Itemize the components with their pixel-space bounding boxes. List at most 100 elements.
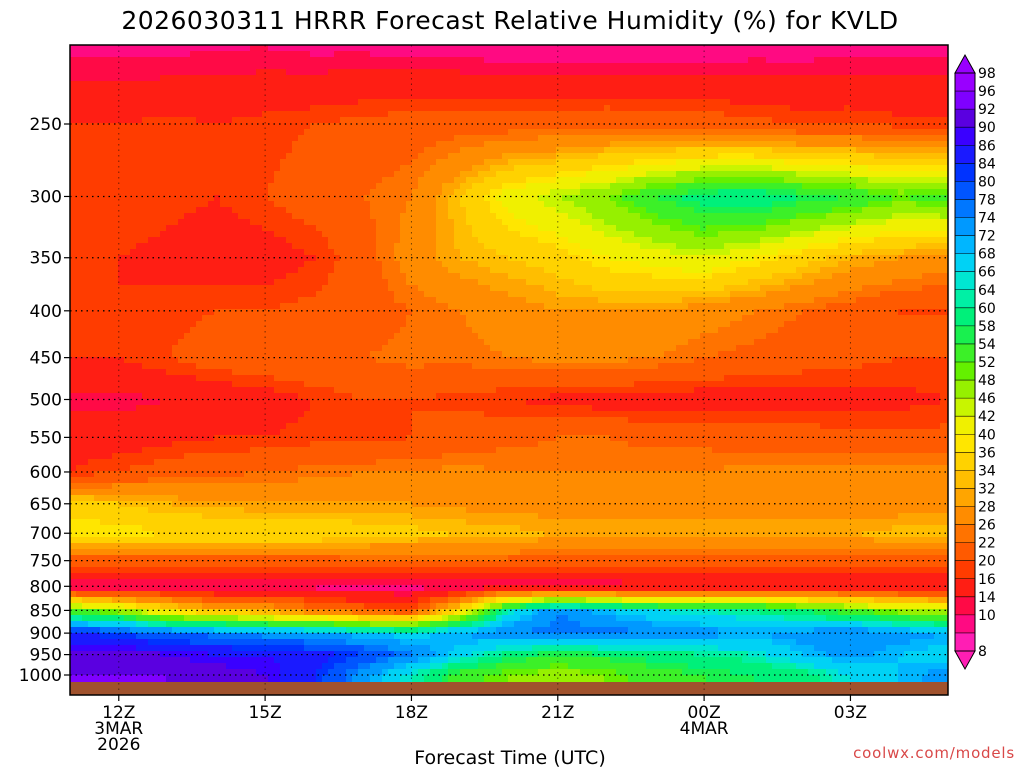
heatmap-cell — [82, 219, 89, 226]
heatmap-cell — [586, 69, 593, 76]
heatmap-cell — [322, 165, 329, 172]
heatmap-cell — [580, 159, 587, 166]
heatmap-cell — [886, 177, 893, 184]
heatmap-cell — [334, 201, 341, 208]
heatmap-cell — [874, 87, 881, 94]
heatmap-cell — [172, 207, 179, 214]
heatmap-cell — [208, 63, 215, 70]
heatmap-cell — [760, 129, 767, 136]
heatmap-cell — [610, 153, 617, 160]
heatmap-cell — [166, 57, 173, 64]
heatmap-cell — [610, 189, 617, 196]
heatmap-cell — [424, 45, 431, 52]
heatmap-cell — [850, 141, 857, 148]
heatmap-cell — [508, 93, 515, 100]
heatmap-cell — [574, 51, 581, 58]
heatmap-cell — [766, 189, 773, 196]
heatmap-cell — [424, 213, 431, 220]
heatmap-cell — [256, 105, 263, 112]
heatmap-cell — [286, 213, 293, 220]
heatmap-cell — [142, 69, 149, 76]
heatmap-cell — [418, 129, 425, 136]
heatmap-cell — [916, 87, 923, 94]
heatmap-cell — [148, 63, 155, 70]
heatmap-cell — [946, 153, 948, 160]
heatmap-cell — [562, 111, 569, 118]
heatmap-cell — [346, 81, 353, 88]
heatmap-cell — [496, 207, 503, 214]
heatmap-cell — [346, 165, 353, 172]
heatmap-cell — [886, 201, 893, 208]
heatmap-cell — [148, 159, 155, 166]
heatmap-cell — [544, 129, 551, 136]
heatmap-cell — [742, 147, 749, 154]
heatmap-cell — [640, 177, 647, 184]
heatmap-cell — [928, 129, 935, 136]
heatmap-cell — [772, 87, 779, 94]
heatmap-cell — [550, 129, 557, 136]
heatmap-cell — [352, 183, 359, 190]
heatmap-cell — [712, 105, 719, 112]
heatmap-cell — [280, 189, 287, 196]
heatmap-cell — [676, 237, 683, 244]
heatmap-cell — [730, 99, 737, 106]
heatmap-cell — [208, 153, 215, 160]
heatmap-cell — [574, 213, 581, 220]
heatmap-cell — [706, 63, 713, 70]
heatmap-cell — [364, 189, 371, 196]
heatmap-cell — [148, 201, 155, 208]
heatmap-cell — [622, 177, 629, 184]
heatmap-cell — [706, 111, 713, 118]
heatmap-cell — [676, 195, 683, 202]
heatmap-cell — [232, 111, 239, 118]
heatmap-cell — [298, 111, 305, 118]
heatmap-cell — [430, 141, 437, 148]
heatmap-cell — [340, 87, 347, 94]
heatmap-cell — [604, 165, 611, 172]
heatmap-cell — [580, 165, 587, 172]
heatmap-cell — [898, 135, 905, 142]
heatmap-cell — [760, 123, 767, 130]
heatmap-cell — [382, 141, 389, 148]
heatmap-cell — [856, 81, 863, 88]
heatmap-cell — [358, 99, 365, 106]
heatmap-cell — [250, 243, 257, 250]
heatmap-cell — [586, 243, 593, 250]
heatmap-cell — [394, 45, 401, 52]
heatmap-cell — [112, 183, 119, 190]
heatmap-cell — [388, 63, 395, 70]
heatmap-cell — [466, 171, 473, 178]
heatmap-cell — [934, 231, 941, 238]
heatmap-cell — [592, 63, 599, 70]
heatmap-cell — [400, 213, 407, 220]
heatmap-cell — [874, 153, 881, 160]
heatmap-cell — [724, 117, 731, 124]
heatmap-cell — [634, 45, 641, 52]
heatmap-cell — [700, 123, 707, 130]
heatmap-cell — [622, 225, 629, 232]
heatmap-cell — [664, 111, 671, 118]
heatmap-cell — [310, 189, 317, 196]
heatmap-cell — [658, 189, 665, 196]
heatmap-cell — [388, 159, 395, 166]
heatmap-cell — [706, 177, 713, 184]
heatmap-cell — [562, 219, 569, 226]
heatmap-cell — [502, 213, 509, 220]
heatmap-cell — [940, 57, 947, 64]
heatmap-cell — [604, 159, 611, 166]
heatmap-cell — [478, 111, 485, 118]
heatmap-cell — [430, 189, 437, 196]
heatmap-cell — [388, 45, 395, 52]
heatmap-cell — [790, 105, 797, 112]
heatmap-cell — [472, 69, 479, 76]
heatmap-cell — [178, 81, 185, 88]
heatmap-cell — [724, 45, 731, 52]
heatmap-cell — [502, 207, 509, 214]
heatmap-cell — [904, 159, 911, 166]
heatmap-cell — [382, 75, 389, 82]
heatmap-cell — [280, 117, 287, 124]
heatmap-cell — [436, 147, 443, 154]
heatmap-cell — [154, 171, 161, 178]
heatmap-cell — [694, 165, 701, 172]
heatmap-cell — [520, 93, 527, 100]
